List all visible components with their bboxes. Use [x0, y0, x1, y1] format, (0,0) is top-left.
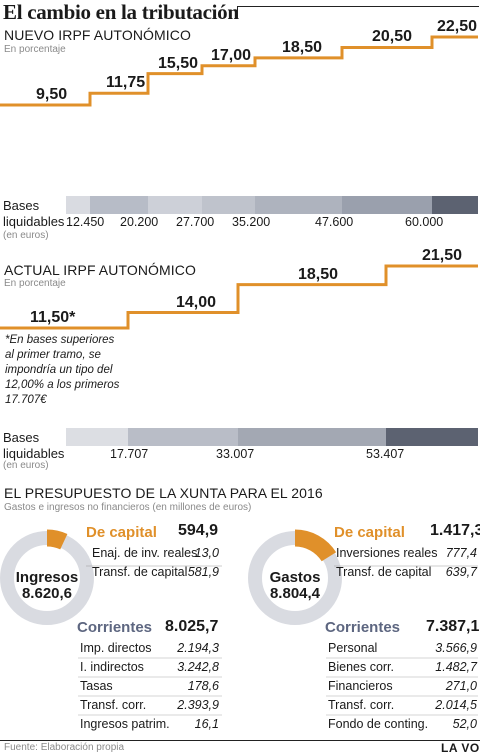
chart2-note-line-4: 17.707€: [5, 394, 47, 406]
chart1-tick-4: 47.600: [315, 215, 354, 229]
donut1-total: 8.620,6: [21, 585, 73, 602]
chart1-value-label-3: 17,00: [211, 46, 252, 64]
chart2-note-line-1: al primer tramo, se: [5, 349, 101, 361]
donut1-capital-item-value-0: 13,0: [194, 546, 219, 560]
chart1-tick-5: 60.000: [405, 215, 444, 229]
chart2-tick-0: 17.707: [110, 447, 149, 461]
donut1-capital-item-1: Transf. de capital: [92, 565, 188, 579]
footer-brand: LA VOZ: [438, 741, 480, 755]
donut1-current-item-value-4: 16,1: [194, 717, 219, 731]
donut1-corrientes-label: Corrientes: [77, 619, 153, 636]
chart2-value-label-2: 18,50: [298, 265, 339, 283]
chart1-value-label-2: 15,50: [158, 54, 199, 72]
chart2-xlabel-1: Bases: [3, 430, 40, 445]
donut1-corrientes-total: 8.025,7: [165, 618, 219, 635]
chart1-tick-0: 12.450: [66, 215, 105, 229]
chart1-value-label-1: 11,75: [106, 74, 146, 92]
budget-title: EL PRESUPUESTO DE LA XUNTA PARA EL 2016: [4, 485, 323, 501]
donut2-current-item-value-0: 3.566,9: [435, 641, 477, 655]
budget-subtitle: Gastos e ingresos no financieros (en mil…: [4, 502, 252, 513]
chart1-band-4: [255, 196, 342, 214]
donut1-current-item-3: Transf. corr.: [80, 698, 147, 712]
donut2-current-item-value-4: 52,0: [452, 717, 477, 731]
donut1-current-item-value-1: 3.242,8: [177, 660, 219, 674]
donut2-current-item-4: Fondo de conting.: [328, 717, 429, 731]
chart2-subtitle: En porcentaje: [4, 278, 66, 289]
chart1-value-label-4: 18,50: [282, 38, 323, 56]
chart2-xlabel-2: liquidables: [3, 446, 65, 461]
donut1-slice-capital: [46, 529, 68, 550]
chart2-note-line-0: *En bases superiores: [5, 334, 115, 346]
donut1-capital-label: De capital: [86, 524, 157, 541]
chart1-band-0: [66, 196, 90, 214]
chart2-tick-2: 53.407: [366, 447, 405, 461]
chart2-value-label-1: 14,00: [176, 293, 217, 311]
chart2-band-2: [238, 428, 386, 446]
chart1-band-6: [432, 196, 478, 214]
chart2-note-line-3: 12,00% a los primeros: [5, 379, 120, 391]
donut2-current-item-value-3: 2.014,5: [435, 698, 477, 712]
chart1-band-2: [148, 196, 202, 214]
donut1-current-item-1: I. indirectos: [80, 660, 144, 674]
chart1-tick-3: 35.200: [232, 215, 271, 229]
chart1-value-label-0: 9,50: [36, 86, 68, 103]
chart2-value-label-3: 21,50: [422, 247, 463, 264]
chart1-band-3: [202, 196, 255, 214]
page-title: El cambio en la tributación: [3, 0, 239, 24]
donut2-current-item-value-2: 271,0: [445, 679, 477, 693]
donut2-current-item-2: Financieros: [328, 679, 393, 693]
donut2-current-item-3: Transf. corr.: [328, 698, 395, 712]
chart1-title: NUEVO IRPF AUTONÓMICO: [4, 27, 191, 43]
donut2-current-item-0: Personal: [328, 641, 378, 655]
donut2-capital-item-value-0: 777,4: [445, 546, 477, 560]
chart1-subtitle: En porcentaje: [4, 44, 66, 55]
chart2-band-3: [386, 428, 478, 446]
chart1-tick-2: 27.700: [176, 215, 215, 229]
chart1-line: [0, 35, 478, 107]
donut1-current-item-2: Tasas: [80, 679, 113, 693]
donut1-capital-item-value-1: 581,9: [187, 565, 219, 579]
chart2-line: [0, 264, 478, 330]
donut1-current-item-value-3: 2.393,9: [177, 698, 219, 712]
donut2-capital-item-value-1: 639,7: [445, 565, 477, 579]
chart2-band-0: [66, 428, 128, 446]
chart1-tick-1: 20.200: [120, 215, 159, 229]
donut2-capital-total: 1.417,3: [430, 522, 480, 539]
donut2-capital-item-0: Inversiones reales: [336, 546, 438, 560]
donut2-capital-item-1: Transf. de capital: [336, 565, 432, 579]
donut2-corrientes-label: Corrientes: [325, 619, 401, 636]
chart1-xlabel-2: liquidables: [3, 214, 65, 229]
donut1-current-item-value-0: 2.194,3: [177, 641, 219, 655]
chart1-xunit: (en euros): [3, 230, 49, 241]
chart1-xlabel-1: Bases: [3, 198, 40, 213]
donut2-slice-capital: [294, 529, 337, 562]
chart2-tick-1: 33.007: [216, 447, 255, 461]
donut2-current-item-1: Bienes corr.: [328, 660, 395, 674]
donut1-capital-item-0: Enaj. de inv. reales: [92, 546, 198, 560]
footer-source: Fuente: Elaboración propia: [4, 742, 125, 753]
donut2-corrientes-total: 7.387,1: [426, 618, 480, 635]
chart2-xunit: (en euros): [3, 460, 49, 471]
donut2-current-item-value-1: 1.482,7: [435, 660, 477, 674]
donut1-center-label: Ingresos: [15, 569, 79, 586]
chart2-title: ACTUAL IRPF AUTONÓMICO: [4, 262, 196, 278]
chart2-band-1: [128, 428, 238, 446]
chart2-note-line-2: impondría un tipo del: [5, 364, 113, 376]
chart1-band-5: [342, 196, 432, 214]
title-rule: [237, 6, 479, 18]
chart2-value-label-0: 11,50*: [30, 309, 76, 326]
footer-rule: [0, 740, 480, 741]
donut2-center-label: Gastos: [269, 569, 321, 586]
donut2-capital-label: De capital: [334, 524, 405, 541]
chart1-value-label-6: 22,50: [437, 18, 478, 35]
donut2-total: 8.804,4: [269, 585, 321, 602]
donut1-capital-total: 594,9: [178, 522, 219, 539]
chart1-value-label-5: 20,50: [372, 28, 413, 46]
chart1-band-1: [90, 196, 148, 214]
donut1-current-item-0: Imp. directos: [80, 641, 152, 655]
donut1-current-item-4: Ingresos patrim.: [80, 717, 170, 731]
donut1-current-item-value-2: 178,6: [187, 679, 219, 693]
